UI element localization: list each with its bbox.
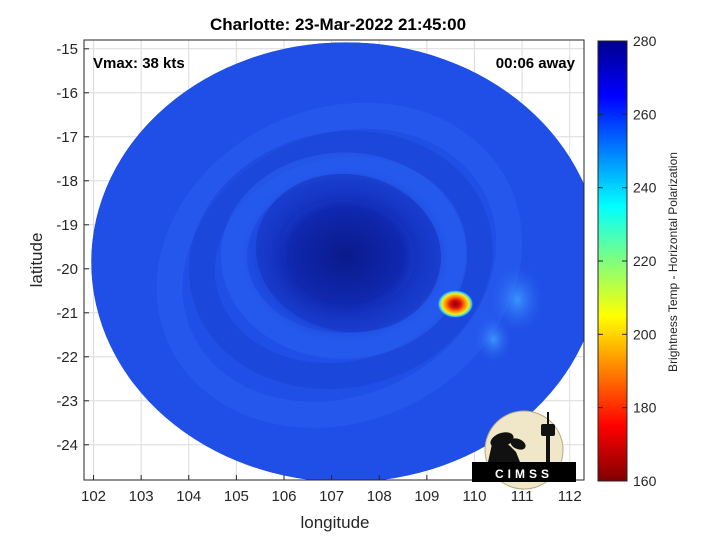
x-tick-label: 105 [224,488,249,505]
x-axis: 102 103 104 105 106 107 108 109 110 111 112 [81,475,582,505]
time-away-label: 00:06 away [496,55,576,72]
y-tick-label: -17 [56,129,78,146]
x-tick-label: 107 [319,488,344,505]
microwave-swath [91,42,720,480]
x-tick-label: 103 [129,488,154,505]
colorbar-tick-label: 160 [633,473,657,489]
chart-title: Charlotte: 23-Mar-2022 21:45:00 [210,15,466,34]
rain-band [156,102,523,428]
plot-frame [83,39,585,481]
colorbar-tick-label: 200 [633,326,657,342]
cimss-logo: CIMSS [472,410,576,490]
colorbar-ticks: 160 180 200 220 240 260 280 [598,33,657,489]
colorbar-tick-label: 180 [633,400,657,416]
y-tick-label: -18 [56,173,78,190]
colorbar-tick-label: 260 [633,106,657,122]
rain-band [188,130,493,390]
rain-band [220,152,467,359]
colorbar-label: Brightness Temp - Horizontal Polarizatio… [666,152,680,372]
y-tick-label: -23 [56,393,78,410]
colorbar-tick-label: 280 [633,33,657,49]
x-tick-label: 104 [176,488,201,505]
x-tick-label: 102 [81,488,106,505]
storm-core [240,167,451,344]
warm-patch [475,315,512,363]
y-tick-label: -20 [56,261,78,278]
warm-patch [688,199,720,251]
y-tick-label: -21 [56,305,78,322]
x-tick-label: 112 [558,488,582,505]
y-tick-label: -15 [56,41,78,58]
y-tick-label: -16 [56,85,78,102]
y-tick-label: -22 [56,349,78,366]
warm-patch [491,265,544,334]
cimss-logo-text: CIMSS [495,467,553,481]
y-tick-label: -24 [56,437,78,454]
colorbar-tick-label: 220 [633,253,657,269]
y-axis-label: latitude [27,233,46,288]
x-axis-label: longitude [300,513,369,532]
y-tick-label: -19 [56,217,78,234]
x-tick-label: 106 [271,488,296,505]
x-tick-label: 111 [511,488,534,505]
x-tick-label: 108 [367,488,392,505]
x-tick-label: 110 [463,488,487,505]
cold-convection-spot [437,290,474,318]
vmax-label: Vmax: 38 kts [93,55,185,72]
x-tick-label: 109 [414,488,439,505]
y-axis: -15 -16 -17 -18 -19 -20 -21 -22 -23 -24 [56,41,89,454]
colorbar-tick-label: 240 [633,180,657,196]
